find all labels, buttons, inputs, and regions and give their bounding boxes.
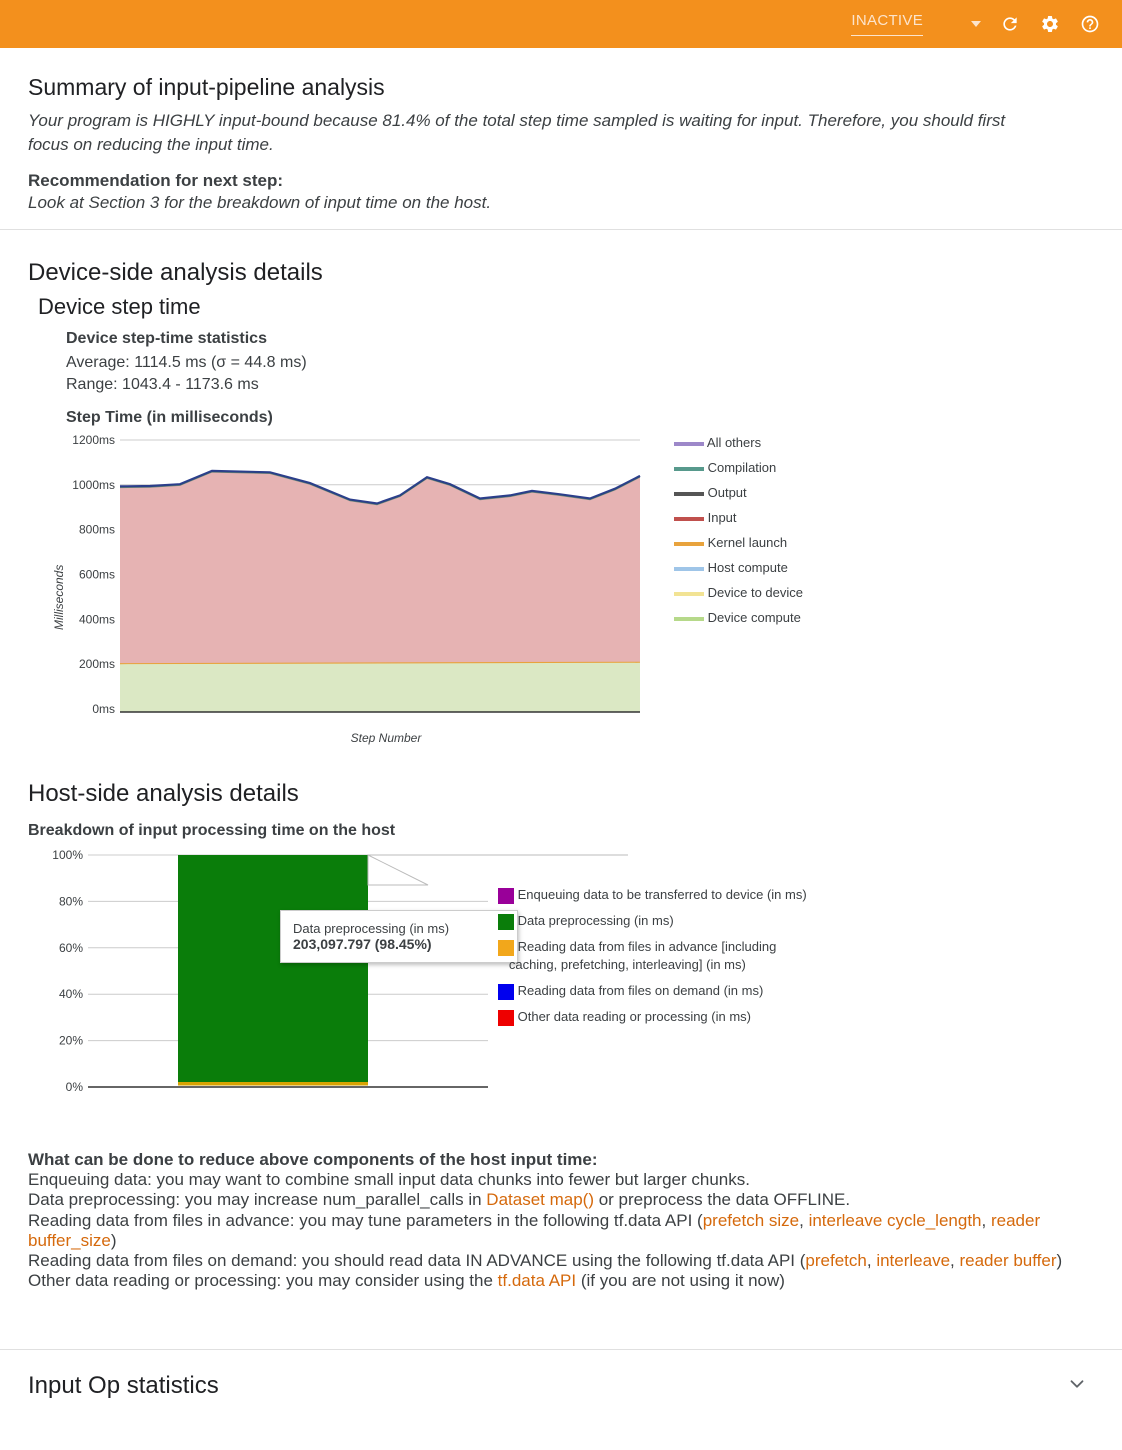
svg-text:80%: 80% [59,895,83,909]
svg-text:1000ms: 1000ms [72,478,115,492]
svg-text:40%: 40% [59,988,83,1002]
svg-text:100%: 100% [52,850,83,862]
svg-text:60%: 60% [59,941,83,955]
svg-text:0ms: 0ms [92,702,115,716]
svg-text:400ms: 400ms [79,613,115,627]
svg-text:600ms: 600ms [79,568,115,582]
svg-text:800ms: 800ms [79,523,115,537]
svg-text:20%: 20% [59,1034,83,1048]
svg-text:0%: 0% [66,1080,84,1094]
svg-text:1200ms: 1200ms [72,435,115,447]
svg-text:200ms: 200ms [79,658,115,672]
